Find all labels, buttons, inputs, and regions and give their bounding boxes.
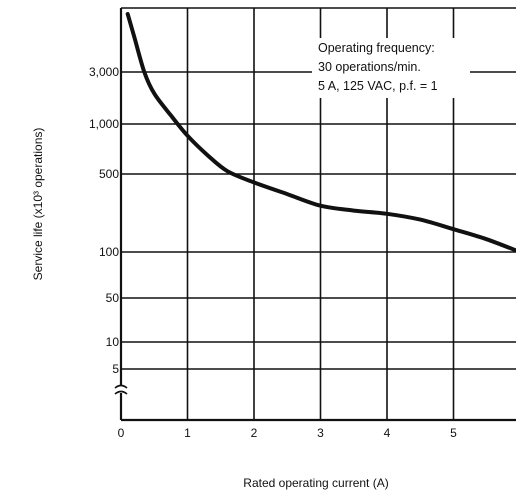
x-tick-label: 1 — [184, 426, 191, 440]
y-tick-label: 10 — [106, 335, 120, 349]
y-tick-labels: 5 10 50 100 500 1,000 3,000 — [89, 65, 119, 376]
axis-break-mark — [114, 390, 128, 395]
axes — [114, 8, 516, 422]
series-line-0 — [125, 12, 516, 253]
x-tick-labels: 0 1 2 3 4 5 — [118, 426, 458, 440]
annotation-background — [312, 38, 470, 98]
annotation-line-3: 5 A, 125 VAC, p.f. = 1 — [318, 79, 438, 93]
y-tick-label: 100 — [99, 245, 119, 259]
annotation-line-2: 30 operations/min. — [318, 60, 421, 74]
y-tick-label: 3,000 — [89, 65, 119, 79]
x-tick-label: 4 — [384, 426, 391, 440]
y-axis-title: Service life (x10³ operations) — [31, 128, 45, 281]
x-tick-label: 2 — [251, 426, 258, 440]
x-tick-label: 0 — [118, 426, 125, 440]
x-axis-title: Rated operating current (A) — [243, 476, 388, 490]
axis-break-mark — [114, 384, 128, 389]
series-group — [125, 12, 516, 253]
y-tick-label: 500 — [99, 167, 119, 181]
x-tick-label: 5 — [450, 426, 457, 440]
y-tick-label: 1,000 — [89, 117, 119, 131]
y-tick-label: 50 — [106, 291, 120, 305]
axis-break-gap — [115, 385, 127, 393]
x-tick-label: 3 — [317, 426, 324, 440]
y-tick-label: 5 — [112, 362, 119, 376]
annotation-line-1: Operating frequency: — [318, 41, 435, 55]
